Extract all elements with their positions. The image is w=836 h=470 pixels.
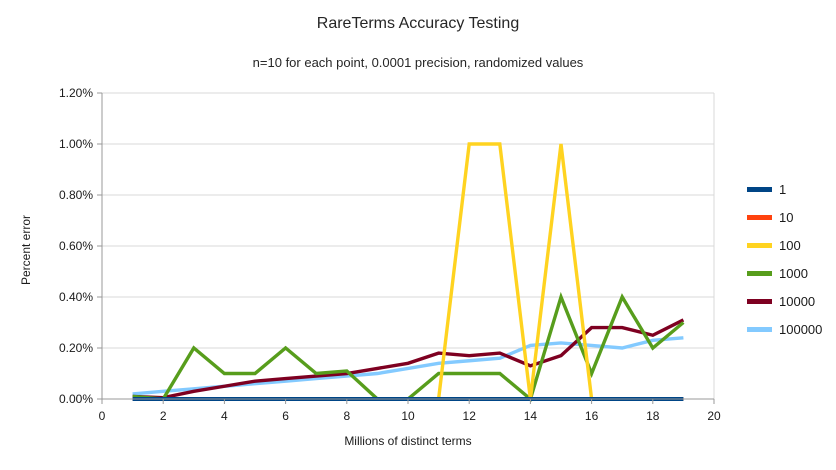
x-tick-label: 20 bbox=[707, 409, 721, 423]
y-tick-label: 0.20% bbox=[59, 341, 93, 355]
gridlines bbox=[102, 92, 715, 399]
series-line-100 bbox=[132, 142, 684, 401]
x-tick-label: 6 bbox=[282, 409, 289, 423]
legend-item-1000: 1000 bbox=[747, 263, 822, 283]
legend-swatch-1000 bbox=[747, 270, 772, 276]
legend-item-100: 100 bbox=[747, 235, 822, 255]
legend-item-10: 10 bbox=[747, 207, 822, 227]
legend-swatch-10 bbox=[747, 214, 772, 220]
x-axis-title: Millions of distinct terms bbox=[344, 434, 472, 448]
tick-labels: 0.00% 0.20% 0.40% 0.60% 0.80% 1.00% 1.20% 0 2 4 6 8… bbox=[59, 86, 721, 423]
legend-label: 10 bbox=[779, 209, 794, 225]
y-tick-label: 0.00% bbox=[59, 392, 93, 406]
legend-label: 1000 bbox=[779, 265, 808, 281]
x-tick-label: 8 bbox=[343, 409, 350, 423]
y-tick-label: 1.00% bbox=[59, 137, 93, 151]
y-tick-label: 0.80% bbox=[59, 188, 93, 202]
x-tick-label: 12 bbox=[463, 409, 477, 423]
x-tick-label: 2 bbox=[160, 409, 167, 423]
x-tick-label: 16 bbox=[585, 409, 599, 423]
legend-swatch-100000 bbox=[747, 326, 772, 332]
legend-swatch-100 bbox=[747, 242, 772, 248]
y-tick-label: 1.20% bbox=[59, 86, 93, 100]
legend-label: 10000 bbox=[779, 293, 816, 309]
x-tick-label: 4 bbox=[221, 409, 228, 423]
data-series-lines bbox=[132, 142, 685, 402]
legend-swatch-1 bbox=[747, 186, 772, 192]
chart-title: RareTerms Accuracy Testing bbox=[316, 15, 520, 32]
legend-label: 100 bbox=[779, 237, 801, 253]
series-line-10000 bbox=[132, 318, 685, 400]
x-tick-label: 18 bbox=[646, 409, 660, 423]
legend-item-100000: 100000 bbox=[747, 319, 822, 339]
chart-subtitle: n=10 for each point, 0.0001 precision, r… bbox=[252, 55, 584, 70]
legend-item-10000: 10000 bbox=[747, 291, 822, 311]
axes-and-ticks bbox=[97, 92, 715, 404]
y-tick-label: 0.40% bbox=[59, 290, 93, 304]
x-tick-label: 14 bbox=[524, 409, 538, 423]
legend-label: 1 bbox=[779, 181, 787, 197]
legend: 1 10 100 1000 10000 100000 bbox=[747, 179, 822, 347]
x-tick-label: 0 bbox=[99, 409, 106, 423]
legend-label: 100000 bbox=[779, 321, 823, 337]
y-tick-label: 0.60% bbox=[59, 239, 93, 253]
x-tick-label: 10 bbox=[401, 409, 415, 423]
legend-item-1: 1 bbox=[747, 179, 822, 199]
legend-swatch-10000 bbox=[747, 298, 772, 304]
